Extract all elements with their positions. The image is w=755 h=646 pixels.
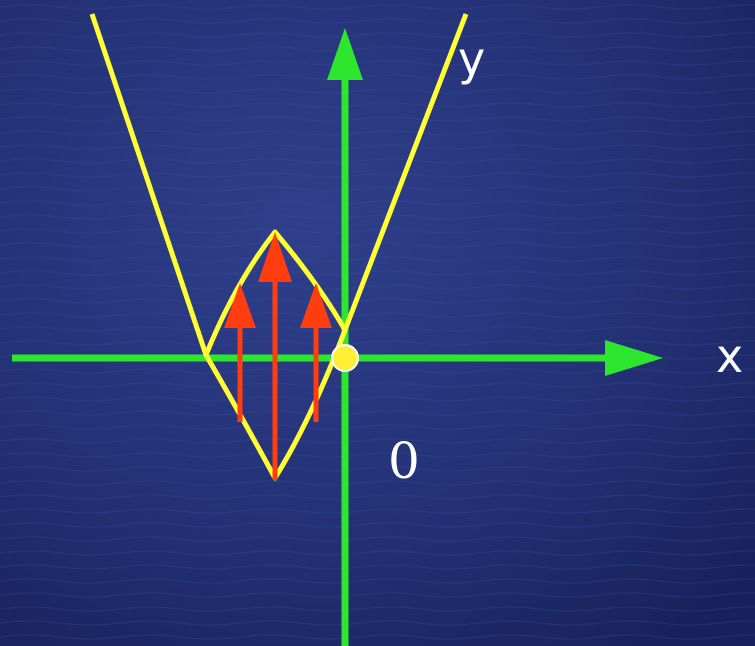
origin-point-icon <box>331 344 359 372</box>
y-axis-label: y <box>458 32 485 86</box>
vertical-arrows <box>224 232 332 480</box>
x-axis-label: x <box>716 329 743 383</box>
y-axis-arrowhead-icon <box>327 28 363 80</box>
origin-label: 0 <box>388 432 420 490</box>
v-shaped-curve <box>89 13 469 358</box>
arrow-center-head-icon <box>258 232 292 282</box>
x-axis-arrowhead-icon <box>605 340 663 376</box>
arrow-left-head-icon <box>224 283 256 328</box>
arrow-right-head-icon <box>300 283 332 328</box>
